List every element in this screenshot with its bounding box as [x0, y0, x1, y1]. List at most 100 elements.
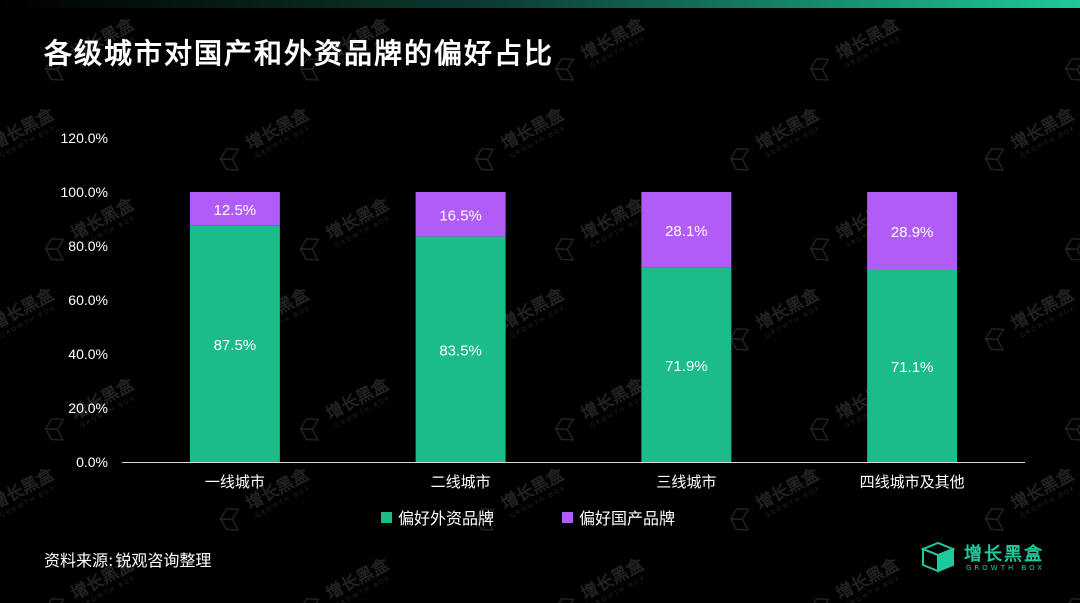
legend-swatch [381, 512, 392, 523]
watermark-box-icon-side [984, 337, 1005, 351]
watermark-box-icon-side [809, 427, 830, 441]
top-accent-bar [0, 0, 1080, 8]
watermark-box-icon [1064, 238, 1080, 251]
bar-segment [867, 270, 958, 462]
data-label: 28.1% [665, 223, 708, 240]
watermark-box-icon [554, 238, 575, 251]
bar-series: 87.5% 12.5% 83.5% 16.5% 71.9% 28.1% 71.1% 28.9% [189, 192, 958, 462]
watermark-box-icon-side [729, 337, 750, 351]
growth-box-icon [920, 541, 956, 573]
watermark-box-icon [809, 598, 830, 603]
watermark-box-icon-side [729, 157, 750, 171]
brand-logo-block: 增长黑盒 GROWTH BOX [920, 538, 1070, 578]
watermark-box-icon-side [219, 157, 240, 171]
bar-segment [189, 225, 280, 462]
y-tick-label: 60.0% [68, 292, 108, 308]
watermark-box-icon-side [44, 67, 65, 81]
watermark-box-icon-side [44, 427, 65, 441]
watermark-box-icon-side [554, 427, 575, 441]
bar-segment [189, 192, 280, 226]
watermark-box-icon-side [554, 247, 575, 261]
watermark-box-icon [299, 238, 320, 251]
watermark-box-icon [809, 238, 830, 251]
legend-swatch [562, 512, 573, 523]
source-note: 资料来源: 锐观咨询整理 [44, 547, 211, 571]
watermark-box-icon [299, 58, 320, 71]
watermark-box-icon-side [1064, 427, 1080, 441]
watermark-box-icon [1064, 58, 1080, 71]
watermark-box-icon-side [474, 157, 495, 171]
watermark-box-icon [729, 328, 750, 341]
y-tick-label: 20.0% [68, 400, 108, 416]
source-text: 锐观咨询整理 [115, 551, 212, 570]
watermark-box-icon [44, 598, 65, 603]
data-label: 16.5% [439, 207, 482, 224]
chart-title: 各级城市对国产和外资品牌的偏好占比 [44, 37, 555, 70]
watermark-box-icon [1064, 418, 1080, 431]
watermark-box-icon-side [984, 157, 1005, 171]
watermark-box-icon [729, 508, 750, 521]
watermark-box-icon [299, 418, 320, 431]
watermark-box-icon-side [219, 517, 240, 531]
data-label: 83.5% [439, 342, 482, 359]
watermark-box-icon-side [809, 67, 830, 81]
bar-segment [415, 236, 506, 462]
watermark-box-icon [809, 58, 830, 71]
watermark-box-icon-side [984, 517, 1005, 531]
watermark-box-icon-side [809, 247, 830, 261]
chart-legend: 偏好外资品牌 偏好国产品牌 [381, 509, 675, 528]
y-tick-label: 100.0% [61, 184, 108, 200]
data-label: 87.5% [214, 337, 257, 354]
watermark-box-icon [1064, 598, 1080, 603]
x-tick-label: 二线城市 [431, 473, 491, 491]
watermark-box-icon [219, 148, 240, 161]
watermark-box-icon [809, 418, 830, 431]
data-label: 28.9% [891, 224, 934, 241]
watermark-box-icon-side [474, 517, 495, 531]
watermark-box-icon [474, 148, 495, 161]
watermark-box-icon-side [299, 247, 320, 261]
y-axis: 0.0% 20.0% 40.0% 60.0% 80.0% 100.0% 120.0% [61, 130, 1025, 470]
data-label: 12.5% [214, 202, 257, 219]
watermark-box-icon-side [729, 517, 750, 531]
watermark-box-icon [554, 418, 575, 431]
bar-segment [867, 192, 958, 271]
data-label: 71.9% [665, 358, 708, 375]
legend-label: 偏好国产品牌 [579, 509, 675, 528]
watermark-box-icon [219, 508, 240, 521]
y-tick-label: 80.0% [68, 238, 108, 254]
watermark-box-icon [984, 148, 1005, 161]
watermark-box-icon-side [44, 247, 65, 261]
watermark-box-icon-side [1064, 247, 1080, 261]
watermark-box-icon [554, 598, 575, 603]
legend-label: 偏好外资品牌 [398, 509, 494, 528]
bar-segment [415, 192, 506, 237]
brand-name: 增长黑盒 [964, 544, 1044, 565]
watermark-box-icon [44, 418, 65, 431]
bar-segment [641, 192, 732, 268]
y-tick-label: 0.0% [76, 454, 108, 470]
watermark-box-icon [554, 58, 575, 71]
watermark-box-icon-side [299, 67, 320, 81]
